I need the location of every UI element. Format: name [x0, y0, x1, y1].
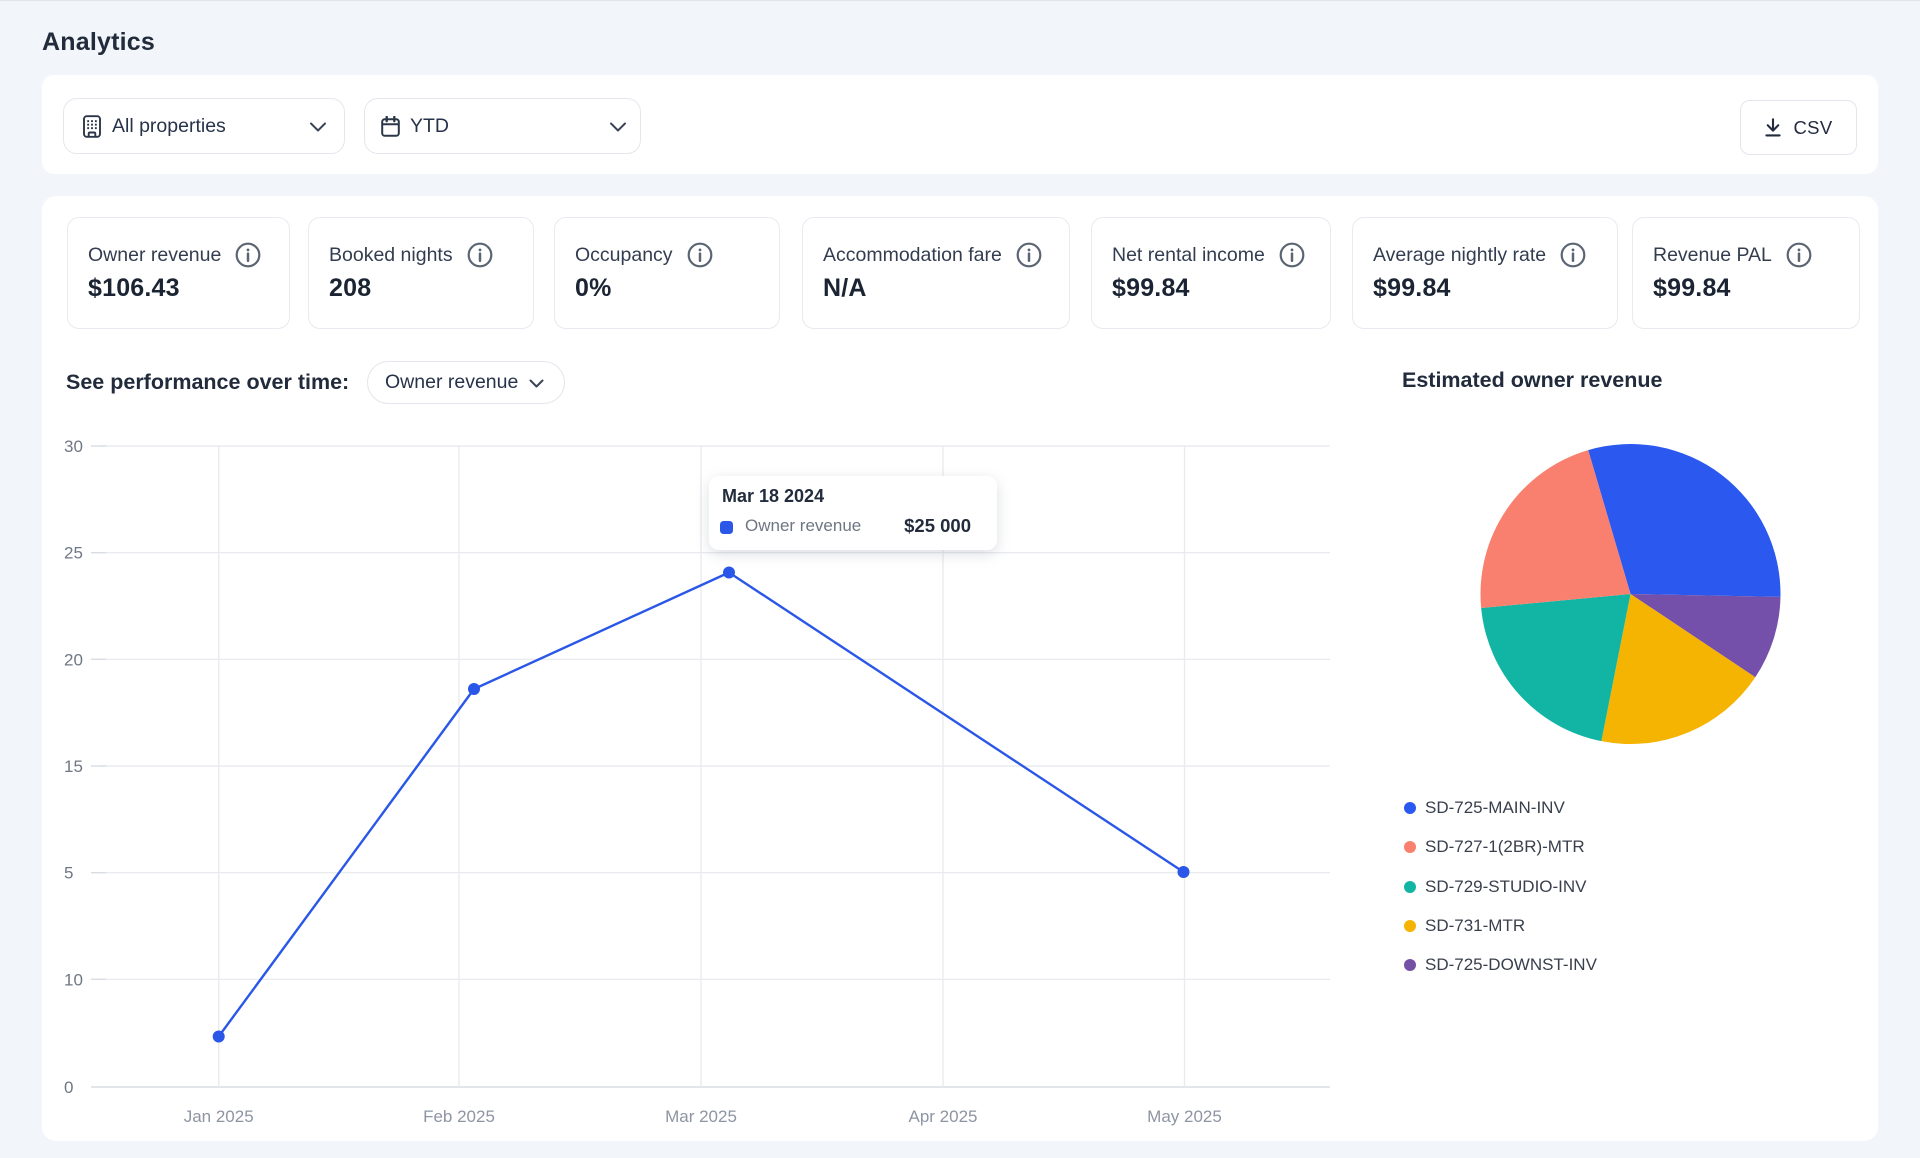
svg-text:30: 30 [64, 437, 83, 456]
svg-text:15: 15 [64, 757, 83, 776]
svg-text:0: 0 [64, 1078, 73, 1097]
svg-text:May 2025: May 2025 [1147, 1107, 1222, 1126]
svg-text:25: 25 [64, 544, 83, 563]
svg-text:Jan 2025: Jan 2025 [184, 1107, 254, 1126]
svg-text:Mar 2025: Mar 2025 [665, 1107, 737, 1126]
svg-text:5: 5 [64, 864, 73, 883]
svg-text:Feb 2025: Feb 2025 [423, 1107, 495, 1126]
svg-text:20: 20 [64, 650, 83, 669]
svg-text:Apr 2025: Apr 2025 [909, 1107, 978, 1126]
svg-text:10: 10 [64, 970, 83, 989]
